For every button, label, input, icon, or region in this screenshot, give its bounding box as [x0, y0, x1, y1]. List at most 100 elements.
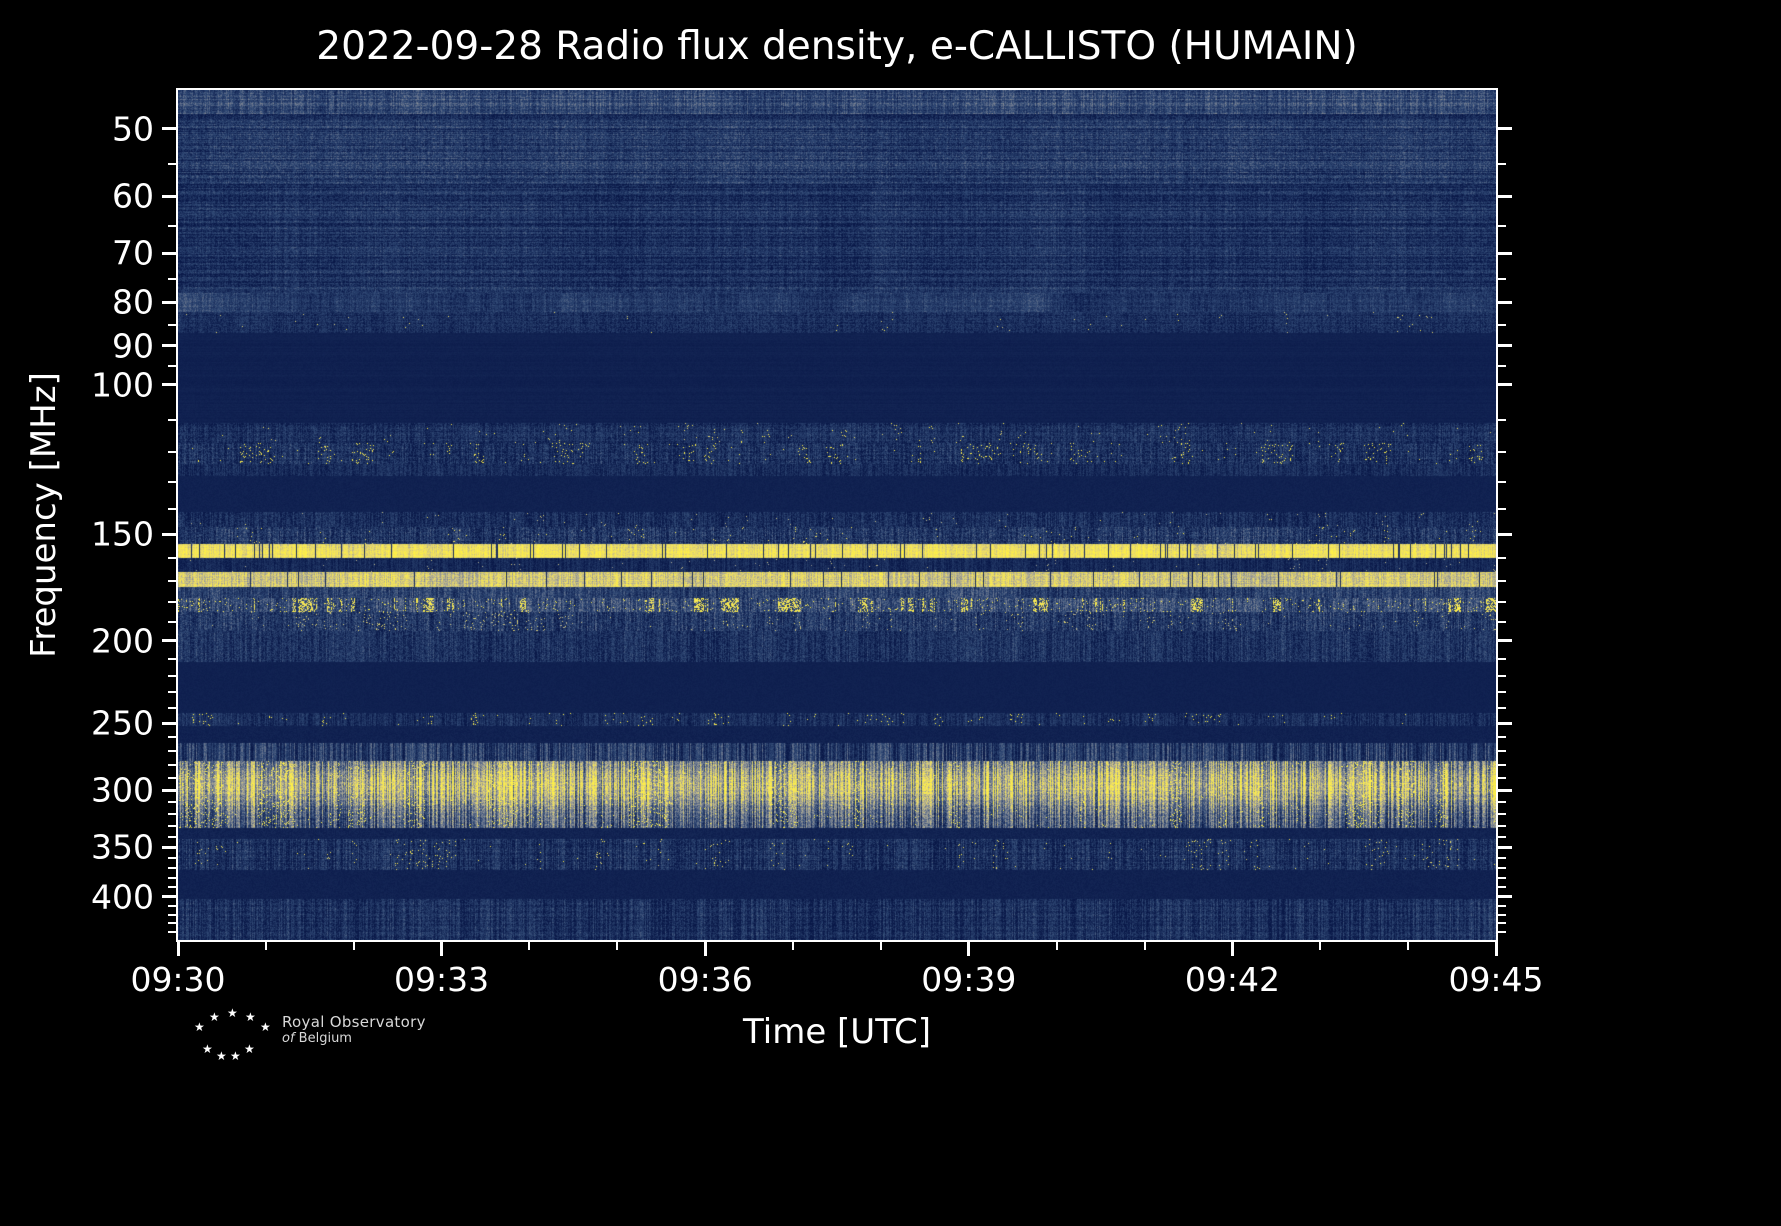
x-tick-label: 09:33	[394, 960, 490, 999]
y-minor-tick-left	[168, 620, 176, 623]
x-minor-tick	[352, 942, 355, 950]
x-minor-tick	[792, 942, 795, 950]
y-minor-tick-right	[1498, 323, 1506, 326]
y-minor-tick-left	[168, 224, 176, 227]
y-minor-tick-left	[168, 856, 176, 859]
y-major-tick-left	[162, 532, 176, 536]
y-minor-tick-right	[1498, 620, 1506, 623]
y-tick-label: 100	[91, 365, 154, 405]
logo-star-icon: ★	[230, 1049, 241, 1063]
y-major-tick-left	[162, 251, 176, 255]
y-major-tick-right	[1498, 251, 1512, 255]
y-major-tick-left	[162, 721, 176, 725]
y-minor-tick-left	[168, 557, 176, 560]
y-major-tick-right	[1498, 127, 1512, 131]
y-tick-label: 200	[91, 621, 154, 661]
y-minor-tick-left	[168, 886, 176, 889]
y-major-tick-right	[1498, 845, 1512, 849]
logo-star-icon: ★	[245, 1010, 256, 1024]
y-minor-tick-right	[1498, 579, 1506, 582]
y-major-tick-right	[1498, 721, 1512, 725]
logo-star-icon: ★	[227, 1006, 238, 1020]
x-tick-label: 09:45	[1448, 960, 1544, 999]
y-minor-tick-left	[168, 824, 176, 827]
logo-text-line2: of Belgium	[282, 1031, 426, 1046]
y-minor-tick-left	[168, 763, 176, 766]
x-major-tick	[176, 942, 180, 956]
y-tick-label: 150	[91, 514, 154, 554]
y-minor-tick-left	[168, 364, 176, 367]
x-minor-tick	[879, 942, 882, 950]
y-major-tick-left	[162, 639, 176, 643]
rob-logo: ★ ★ ★ ★ ★ ★ ★ ★ ★ Royal Observatory of Belgium	[182, 1005, 602, 1075]
y-minor-tick-right	[1498, 930, 1506, 933]
y-major-tick-left	[162, 300, 176, 304]
x-tick-label: 09:30	[130, 960, 226, 999]
y-minor-tick-left	[168, 480, 176, 483]
spectrogram-canvas	[178, 90, 1496, 940]
y-minor-tick-left	[168, 750, 176, 753]
y-minor-tick-right	[1498, 277, 1506, 280]
x-major-tick	[967, 942, 971, 956]
y-major-tick-left	[162, 344, 176, 348]
logo-star-icon: ★	[216, 1049, 227, 1063]
y-minor-tick-right	[1498, 922, 1506, 925]
logo-star-icon: ★	[194, 1020, 205, 1034]
y-major-tick-right	[1498, 895, 1512, 899]
x-major-tick	[703, 942, 707, 956]
y-minor-tick-left	[168, 579, 176, 582]
x-major-tick	[440, 942, 444, 956]
y-minor-tick-left	[168, 277, 176, 280]
y-minor-tick-left	[168, 163, 176, 166]
x-tick-label: 09:39	[921, 960, 1017, 999]
x-axis-label: Time [UTC]	[743, 1012, 931, 1052]
logo-text-line1: Royal Observatory	[282, 1013, 426, 1031]
y-minor-tick-left	[168, 835, 176, 838]
x-tick-label: 09:36	[657, 960, 753, 999]
y-minor-tick-right	[1498, 691, 1506, 694]
y-major-tick-right	[1498, 194, 1512, 198]
y-tick-label: 400	[91, 877, 154, 917]
logo-text-belgium: Belgium	[298, 1031, 352, 1046]
rob-logo-text: Royal Observatory of Belgium	[282, 1013, 426, 1046]
logo-star-icon: ★	[209, 1010, 220, 1024]
y-major-tick-left	[162, 127, 176, 131]
y-minor-tick-left	[168, 674, 176, 677]
y-major-tick-right	[1498, 639, 1512, 643]
y-major-tick-left	[162, 895, 176, 899]
y-minor-tick-right	[1498, 886, 1506, 889]
y-minor-tick-right	[1498, 600, 1506, 603]
y-minor-tick-right	[1498, 674, 1506, 677]
x-minor-tick	[528, 942, 531, 950]
plot-frame	[176, 88, 1498, 942]
y-minor-tick-right	[1498, 451, 1506, 454]
y-minor-tick-left	[168, 904, 176, 907]
y-minor-tick-left	[168, 451, 176, 454]
y-minor-tick-right	[1498, 813, 1506, 816]
y-major-tick-right	[1498, 532, 1512, 536]
y-minor-tick-left	[168, 813, 176, 816]
y-tick-label: 90	[112, 326, 154, 366]
y-major-tick-right	[1498, 383, 1512, 387]
y-minor-tick-left	[168, 691, 176, 694]
y-major-tick-left	[162, 845, 176, 849]
y-tick-label: 70	[112, 233, 154, 273]
y-minor-tick-right	[1498, 801, 1506, 804]
y-minor-tick-right	[1498, 835, 1506, 838]
logo-text-of: of	[282, 1031, 295, 1046]
rob-logo-stars: ★ ★ ★ ★ ★ ★ ★ ★ ★	[182, 1005, 277, 1065]
y-minor-tick-left	[168, 657, 176, 660]
y-major-tick-left	[162, 788, 176, 792]
y-minor-tick-right	[1498, 364, 1506, 367]
y-major-tick-right	[1498, 300, 1512, 304]
x-minor-tick	[264, 942, 267, 950]
y-tick-label: 60	[112, 176, 154, 216]
x-minor-tick	[1055, 942, 1058, 950]
y-major-tick-left	[162, 383, 176, 387]
y-minor-tick-left	[168, 776, 176, 779]
y-tick-label: 80	[112, 282, 154, 322]
x-minor-tick	[616, 942, 619, 950]
y-minor-tick-right	[1498, 824, 1506, 827]
y-minor-tick-left	[168, 706, 176, 709]
y-minor-tick-left	[168, 913, 176, 916]
